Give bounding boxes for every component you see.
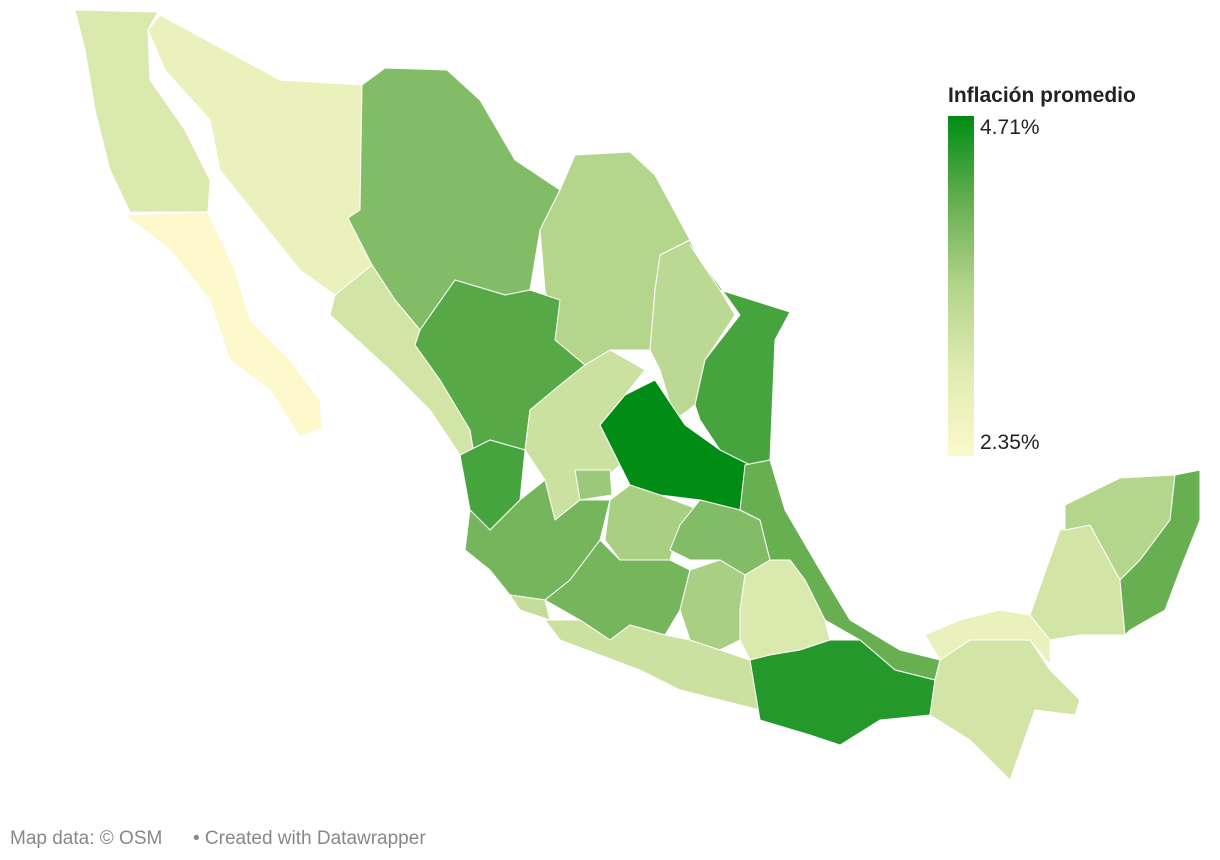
regions bbox=[74, 9, 1201, 781]
legend-title: Inflación promedio bbox=[948, 84, 1136, 107]
footer-credit: • Created with Datawrapper bbox=[193, 828, 426, 849]
legend-gradient bbox=[948, 116, 974, 456]
legend-tick-label: 2.35% bbox=[980, 431, 1040, 454]
footer-source: Map data: © OSM bbox=[10, 828, 162, 849]
region bbox=[124, 211, 323, 438]
region bbox=[1119, 469, 1201, 636]
region bbox=[924, 609, 1051, 666]
region bbox=[574, 469, 613, 501]
legend-tick-label: 4.71% bbox=[980, 116, 1040, 139]
region bbox=[464, 479, 611, 601]
region bbox=[544, 539, 691, 641]
region bbox=[679, 559, 746, 651]
region bbox=[74, 9, 211, 213]
region bbox=[929, 639, 1081, 781]
